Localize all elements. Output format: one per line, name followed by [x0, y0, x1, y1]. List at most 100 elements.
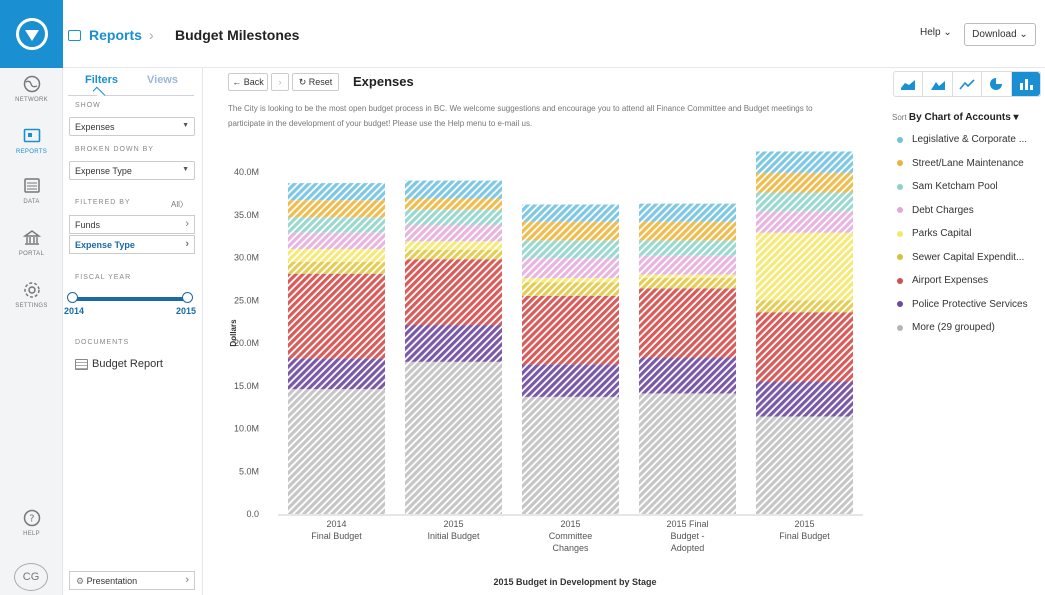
- stacked-area-chart-button[interactable]: [894, 72, 924, 96]
- bar-chart-button[interactable]: [1011, 72, 1041, 96]
- bar-segment[interactable]: [639, 357, 736, 394]
- description-text: The City is looking to be the most open …: [228, 104, 813, 128]
- bar-segment[interactable]: [756, 151, 853, 173]
- reset-button[interactable]: ↻ Reset: [292, 73, 339, 91]
- bar-segment[interactable]: [288, 248, 385, 262]
- help-menu-button[interactable]: Help ⌄: [920, 27, 952, 38]
- line-chart-button[interactable]: [953, 72, 983, 96]
- bar-segment[interactable]: [639, 221, 736, 241]
- legend-item[interactable]: Debt Charges: [897, 205, 974, 216]
- legend-item[interactable]: Sam Ketcham Pool: [897, 181, 998, 192]
- slider-start-handle[interactable]: [67, 292, 78, 303]
- bar-segment[interactable]: [288, 358, 385, 390]
- bar-segment[interactable]: [639, 240, 736, 256]
- bar-segment[interactable]: [639, 274, 736, 279]
- bar-segment[interactable]: [522, 204, 619, 222]
- bar-segment[interactable]: [522, 282, 619, 296]
- bar-segment[interactable]: [522, 364, 619, 397]
- bar-segment[interactable]: [756, 172, 853, 193]
- slider-end-handle[interactable]: [182, 292, 193, 303]
- legend-item[interactable]: Airport Expenses: [897, 275, 988, 286]
- bar-segment[interactable]: [756, 300, 853, 313]
- bar-segment[interactable]: [288, 183, 385, 201]
- pie-chart-button[interactable]: [982, 72, 1012, 96]
- bar-segment[interactable]: [639, 203, 736, 222]
- legend-item[interactable]: Sewer Capital Expendit...: [897, 252, 1024, 263]
- bar-segment[interactable]: [405, 198, 502, 210]
- x-tick-label: 2015: [443, 519, 463, 529]
- bar-segment[interactable]: [405, 225, 502, 242]
- nav-help-label: HELP: [23, 531, 40, 537]
- bar-segment[interactable]: [522, 295, 619, 365]
- nav-portal[interactable]: PORTAL: [0, 228, 63, 257]
- filter-funds[interactable]: Funds ›: [69, 215, 195, 234]
- bar-segment[interactable]: [639, 278, 736, 289]
- bar-segment[interactable]: [522, 221, 619, 241]
- nav-reports[interactable]: REPORTS: [0, 126, 63, 155]
- portal-icon: [22, 230, 41, 245]
- forward-button[interactable]: ›: [271, 73, 289, 91]
- bar-segment[interactable]: [405, 249, 502, 260]
- show-select[interactable]: Expenses ▼: [69, 117, 195, 136]
- bar-segment[interactable]: [756, 312, 853, 382]
- bar-segment[interactable]: [756, 211, 853, 233]
- y-axis-label: Dollars: [229, 319, 238, 347]
- bar-segment[interactable]: [522, 396, 619, 514]
- bar-segment[interactable]: [522, 258, 619, 279]
- tab-filters[interactable]: Filters: [85, 74, 119, 86]
- area-chart-button[interactable]: [923, 72, 953, 96]
- chevron-right-icon: ›: [185, 574, 189, 586]
- bar-segment[interactable]: [288, 232, 385, 249]
- legend-item[interactable]: More (29 grouped): [897, 322, 995, 333]
- bar-segment[interactable]: [639, 288, 736, 358]
- filtered-all-link[interactable]: All〉: [171, 200, 188, 209]
- bar-segment[interactable]: [756, 232, 853, 301]
- filter-expense-type[interactable]: Expense Type ›: [69, 235, 195, 254]
- bar-segment[interactable]: [405, 361, 502, 514]
- app-logo[interactable]: [0, 0, 63, 68]
- nav-network[interactable]: NETWORK: [0, 74, 63, 103]
- nav-settings[interactable]: SETTINGS: [0, 280, 63, 309]
- bar-segment[interactable]: [405, 241, 502, 250]
- legend-item[interactable]: Police Protective Services: [897, 299, 1028, 310]
- presentation-button[interactable]: ⚙ Presentation ›: [69, 571, 195, 590]
- bar-segment[interactable]: [288, 261, 385, 274]
- bar-segment[interactable]: [288, 200, 385, 218]
- legend-item[interactable]: Street/Lane Maintenance: [897, 158, 1024, 169]
- stacked-bar-chart[interactable]: 0.0 5.0M 10.0M 15.0M 20.0M 25.0M 30.0M 35.0M 40.…: [203, 68, 883, 595]
- breadcrumb-reports[interactable]: Reports: [68, 27, 142, 43]
- bar-segment[interactable]: [756, 192, 853, 212]
- y-tick-label: 25.0M: [234, 295, 259, 305]
- bar-segment[interactable]: [522, 240, 619, 259]
- fiscal-year-slider[interactable]: [70, 297, 188, 301]
- tab-views[interactable]: Views: [147, 74, 178, 86]
- x-tick-label: 2014: [326, 519, 346, 529]
- nav-data[interactable]: DATA: [0, 176, 63, 205]
- bar-segment[interactable]: [288, 217, 385, 233]
- bar-segment[interactable]: [639, 255, 736, 275]
- bar-segment[interactable]: [405, 325, 502, 362]
- x-tick-label: Initial Budget: [427, 531, 480, 541]
- sort-control[interactable]: Sort By Chart of Accounts ▾: [892, 112, 1019, 123]
- legend-item[interactable]: Legislative & Corporate ...: [897, 134, 1027, 145]
- broken-down-select[interactable]: Expense Type ▼: [69, 161, 195, 180]
- back-button[interactable]: ← Back: [228, 73, 268, 91]
- bar-segment[interactable]: [288, 273, 385, 359]
- avatar[interactable]: CG: [14, 563, 48, 591]
- bar-segment[interactable]: [405, 180, 502, 199]
- bar-segment[interactable]: [756, 381, 853, 417]
- bar-segment[interactable]: [288, 389, 385, 514]
- bar-segment[interactable]: [639, 393, 736, 514]
- bar-segment[interactable]: [756, 416, 853, 514]
- bar-segment[interactable]: [522, 278, 619, 283]
- download-button[interactable]: Download ⌄: [964, 23, 1036, 46]
- bar-segment[interactable]: [405, 209, 502, 226]
- bar-segment[interactable]: [405, 259, 502, 326]
- filter-panel: Filters Views SHOW Expenses ▼ BROKEN DOW…: [63, 68, 203, 595]
- document-budget-report[interactable]: Budget Report: [75, 358, 163, 370]
- pie-chart-icon: [990, 78, 1003, 90]
- nav-help[interactable]: ? HELP: [0, 508, 63, 537]
- legend-swatch-icon: [897, 136, 903, 143]
- legend-item[interactable]: Parks Capital: [897, 228, 971, 239]
- gear-icon: [23, 282, 40, 298]
